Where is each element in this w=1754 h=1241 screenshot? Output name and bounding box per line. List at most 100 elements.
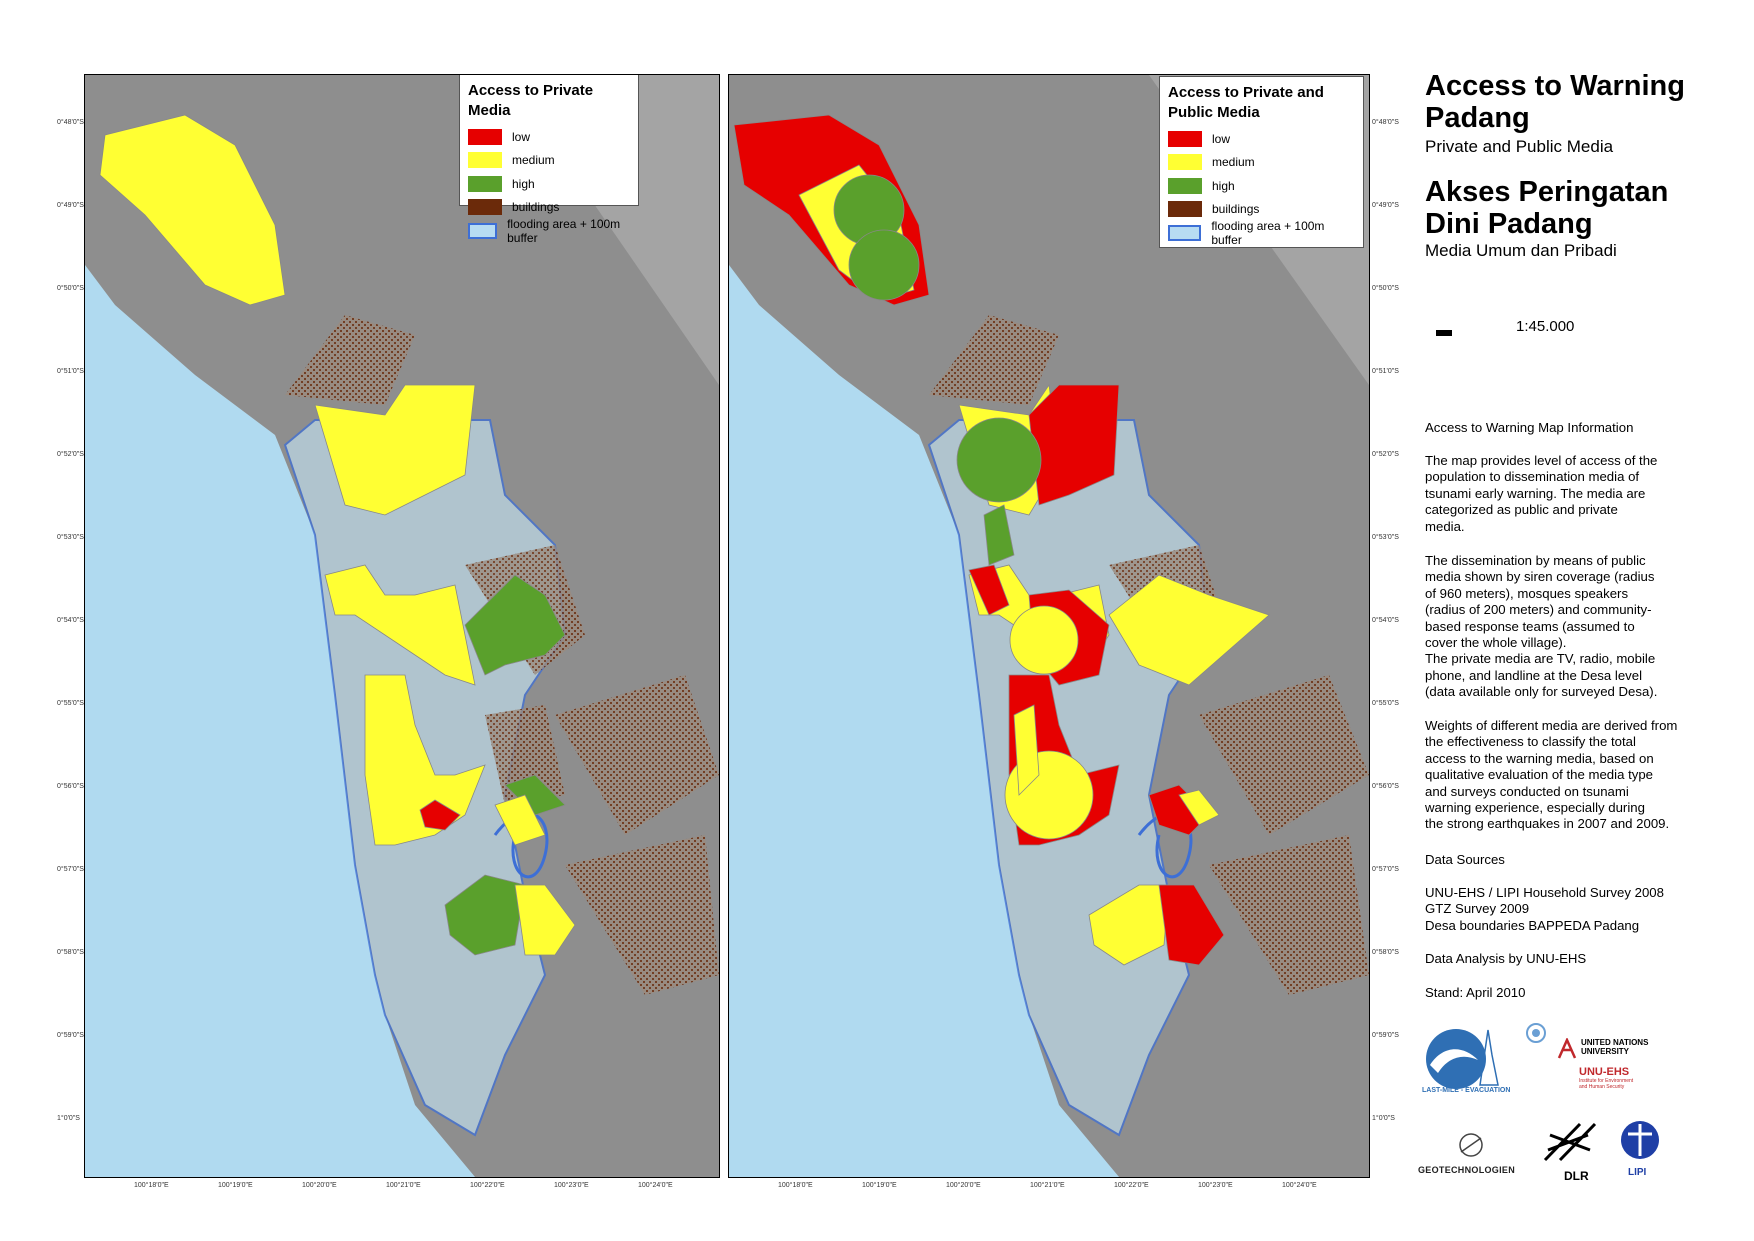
zone-high [848, 229, 920, 301]
latitude-label: 0°56'0"S [57, 783, 84, 790]
latitude-label: 0°58'0"S [1372, 949, 1399, 956]
legend-title: Access to Private and Public Media [1168, 84, 1324, 121]
longitude-label: 100°23'0"E [1198, 1182, 1233, 1189]
legend-item-high: high [468, 172, 630, 196]
latitude-label: 1°0'0"S [57, 1115, 80, 1122]
info-para3: Weights of different media are derived f… [1425, 718, 1678, 832]
latitude-label: 0°55'0"S [1372, 700, 1399, 707]
zone-low [419, 799, 461, 831]
latitude-label: 0°50'0"S [1372, 285, 1399, 292]
sources-list: UNU-EHS / LIPI Household Survey 2008 GTZ … [1425, 885, 1664, 933]
zone-medium [314, 384, 476, 516]
latitude-label: 0°53'0"S [1372, 534, 1399, 541]
buildings-area [1199, 675, 1369, 835]
title-id-line2: Dini Padang [1425, 208, 1593, 240]
legend-item-low: low [1168, 127, 1355, 151]
lipi-logo: LIPI [1618, 1118, 1666, 1178]
zone-high [983, 504, 1015, 566]
zone-medium [514, 884, 576, 956]
buildings-area [929, 315, 1059, 405]
longitude-label: 100°23'0"E [554, 1182, 589, 1189]
latitude-label: 0°59'0"S [1372, 1032, 1399, 1039]
un-emblem-logo [1525, 1022, 1547, 1049]
sources-heading: Data Sources [1425, 852, 1505, 867]
latitude-label: 0°48'0"S [1372, 119, 1399, 126]
latitude-label: 0°59'0"S [57, 1032, 84, 1039]
latitude-label: 0°49'0"S [57, 202, 84, 209]
title-block: Access to Warning Padang Private and Pub… [1425, 70, 1725, 262]
last-mile-logo: LAST-MILE - EVACUATION [1418, 1025, 1510, 1097]
zone-low [968, 564, 1010, 616]
latitude-label: 0°51'0"S [57, 368, 84, 375]
zone-medium [1108, 574, 1270, 686]
buildings-area [555, 675, 719, 835]
zone-medium [1009, 605, 1079, 675]
latitude-label: 0°57'0"S [1372, 866, 1399, 873]
buildings-area [285, 315, 415, 405]
latitude-label: 0°58'0"S [57, 949, 84, 956]
legend-item-buildings: buildings [1168, 198, 1355, 222]
legend-item-medium: medium [1168, 151, 1355, 175]
left-legend: Access to Private Media low medium high … [459, 75, 639, 245]
sea-area [85, 265, 475, 1177]
longitude-label: 100°22'0"E [1114, 1182, 1149, 1189]
latitude-label: 0°54'0"S [1372, 617, 1399, 624]
unu-logo: UNITED NATIONS UNIVERSITY UNU-EHS Institu… [1557, 1038, 1677, 1090]
zone-medium [99, 114, 286, 306]
title-en-line2: Padang [1425, 102, 1530, 134]
longitude-label: 100°21'0"E [386, 1182, 421, 1189]
zone-medium [1013, 704, 1040, 796]
latitude-label: 1°0'0"S [1372, 1115, 1395, 1122]
longitude-label: 100°19'0"E [862, 1182, 897, 1189]
analysis-text: Data Analysis by UNU-EHS [1425, 951, 1587, 966]
longitude-label: 100°22'0"E [470, 1182, 505, 1189]
legend-item-high: high [1168, 174, 1355, 198]
right-map[interactable]: Access to Private and Public Media low m… [728, 74, 1370, 1178]
legend-item-buildings: buildings [468, 196, 630, 220]
longitude-label: 100°20'0"E [302, 1182, 337, 1189]
latitude-label: 0°48'0"S [57, 119, 84, 126]
geotechnologien-logo: GEOTECHNOLOGIEN [1418, 1130, 1528, 1175]
subtitle-en: Private and Public Media [1425, 137, 1614, 156]
latitude-label: 0°53'0"S [57, 534, 84, 541]
longitude-label: 100°18'0"E [778, 1182, 813, 1189]
zone-high [464, 574, 566, 676]
zone-low [1158, 884, 1225, 966]
longitude-label: 100°20'0"E [946, 1182, 981, 1189]
zone-medium [1088, 884, 1170, 966]
scale-text: 1:45.000 [1516, 318, 1575, 335]
title-id-line1: Akses Peringatan [1425, 176, 1669, 208]
buildings-area [485, 705, 565, 805]
zone-medium [364, 674, 486, 846]
longitude-label: 100°21'0"E [1030, 1182, 1065, 1189]
info-heading: Access to Warning Map Information [1425, 420, 1634, 435]
latitude-label: 0°52'0"S [1372, 451, 1399, 458]
lipi-icon [1621, 1121, 1659, 1159]
latitude-label: 0°57'0"S [57, 866, 84, 873]
zone-medium [324, 564, 476, 686]
longitude-label: 100°19'0"E [218, 1182, 253, 1189]
left-map[interactable]: Access to Private Media low medium high … [84, 74, 720, 1178]
latitude-label: 0°52'0"S [57, 451, 84, 458]
legend-item-low: low [468, 125, 630, 149]
right-legend: Access to Private and Public Media low m… [1159, 76, 1364, 248]
zone-medium [1178, 789, 1220, 826]
latitude-label: 0°54'0"S [57, 617, 84, 624]
longitude-label: 100°18'0"E [134, 1182, 169, 1189]
zone-high [444, 874, 526, 956]
latitude-label: 0°51'0"S [1372, 368, 1399, 375]
buildings-area [1209, 835, 1369, 995]
left-map-canvas [85, 75, 719, 1177]
longitude-label: 100°24'0"E [1282, 1182, 1317, 1189]
latitude-label: 0°49'0"S [1372, 202, 1399, 209]
info-para2: The dissemination by means of public medi… [1425, 553, 1658, 700]
scale-bar [1436, 330, 1452, 336]
zone-high [956, 417, 1042, 503]
legend-item-medium: medium [468, 149, 630, 173]
info-para1: The map provides level of access of the p… [1425, 453, 1658, 534]
sea-area [729, 265, 1119, 1177]
geo-icon [1459, 1133, 1483, 1157]
zone-medium [494, 794, 546, 846]
latitude-label: 0°55'0"S [57, 700, 84, 707]
legend-title: Access to Private Media [468, 82, 594, 119]
